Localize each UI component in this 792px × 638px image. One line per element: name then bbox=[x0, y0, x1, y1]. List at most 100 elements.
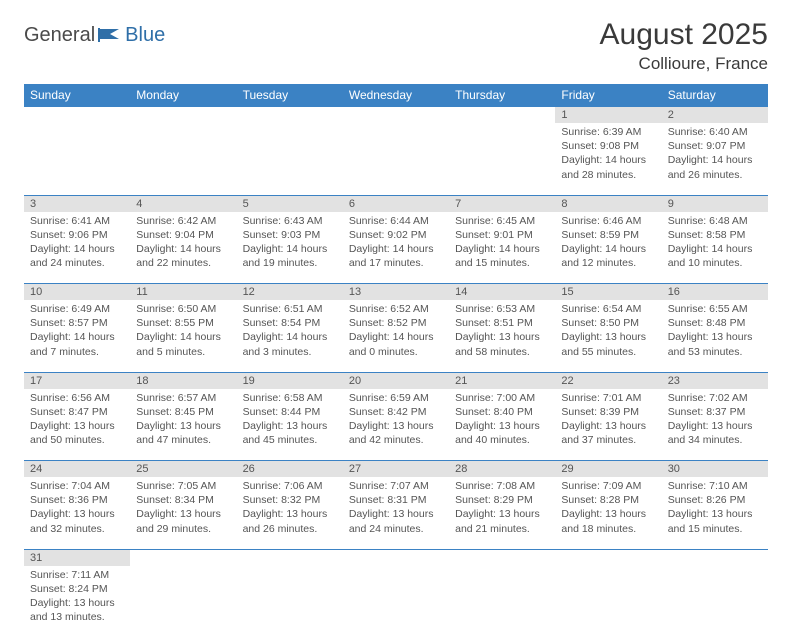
day2-text: and 28 minutes. bbox=[561, 168, 655, 182]
weekday-header-row: Sunday Monday Tuesday Wednesday Thursday… bbox=[24, 84, 768, 107]
day-number: 8 bbox=[561, 198, 567, 210]
sunset-text: Sunset: 8:24 PM bbox=[30, 582, 124, 596]
day-number: 15 bbox=[561, 286, 573, 298]
day-number-cell bbox=[449, 549, 555, 566]
day-number-cell: 16 bbox=[662, 284, 768, 301]
day-content: Sunrise: 6:57 AMSunset: 8:45 PMDaylight:… bbox=[130, 389, 236, 452]
day1-text: Daylight: 13 hours bbox=[243, 419, 337, 433]
day-content: Sunrise: 7:08 AMSunset: 8:29 PMDaylight:… bbox=[449, 477, 555, 540]
title-block: August 2025 Collioure, France bbox=[600, 18, 768, 74]
week-row: Sunrise: 6:41 AMSunset: 9:06 PMDaylight:… bbox=[24, 212, 768, 284]
sunrise-text: Sunrise: 7:07 AM bbox=[349, 479, 443, 493]
day2-text: and 29 minutes. bbox=[136, 522, 230, 536]
weekday-header: Sunday bbox=[24, 84, 130, 107]
sunset-text: Sunset: 8:47 PM bbox=[30, 405, 124, 419]
day2-text: and 21 minutes. bbox=[455, 522, 549, 536]
day-number-cell: 24 bbox=[24, 461, 130, 478]
day-cell bbox=[555, 566, 661, 638]
day-cell: Sunrise: 7:11 AMSunset: 8:24 PMDaylight:… bbox=[24, 566, 130, 638]
sunrise-text: Sunrise: 6:43 AM bbox=[243, 214, 337, 228]
day-cell bbox=[449, 566, 555, 638]
day-number: 24 bbox=[30, 463, 42, 475]
sunrise-text: Sunrise: 6:40 AM bbox=[668, 125, 762, 139]
day-number-cell bbox=[555, 549, 661, 566]
day2-text: and 50 minutes. bbox=[30, 433, 124, 447]
day-cell: Sunrise: 6:48 AMSunset: 8:58 PMDaylight:… bbox=[662, 212, 768, 284]
sunset-text: Sunset: 8:32 PM bbox=[243, 493, 337, 507]
day-number-cell bbox=[449, 107, 555, 124]
day1-text: Daylight: 13 hours bbox=[455, 330, 549, 344]
day-content: Sunrise: 7:00 AMSunset: 8:40 PMDaylight:… bbox=[449, 389, 555, 452]
sunrise-text: Sunrise: 6:58 AM bbox=[243, 391, 337, 405]
day2-text: and 40 minutes. bbox=[455, 433, 549, 447]
day-cell: Sunrise: 6:55 AMSunset: 8:48 PMDaylight:… bbox=[662, 300, 768, 372]
day-number-cell bbox=[130, 107, 236, 124]
day-number-cell bbox=[662, 549, 768, 566]
day-number-cell: 14 bbox=[449, 284, 555, 301]
day-number: 1 bbox=[561, 109, 567, 121]
location: Collioure, France bbox=[600, 54, 768, 74]
sunrise-text: Sunrise: 7:01 AM bbox=[561, 391, 655, 405]
sunrise-text: Sunrise: 7:11 AM bbox=[30, 568, 124, 582]
day2-text: and 24 minutes. bbox=[349, 522, 443, 536]
day2-text: and 5 minutes. bbox=[136, 345, 230, 359]
week-row: Sunrise: 6:56 AMSunset: 8:47 PMDaylight:… bbox=[24, 389, 768, 461]
sunset-text: Sunset: 8:59 PM bbox=[561, 228, 655, 242]
sunset-text: Sunset: 8:31 PM bbox=[349, 493, 443, 507]
day2-text: and 15 minutes. bbox=[668, 522, 762, 536]
day-content: Sunrise: 6:51 AMSunset: 8:54 PMDaylight:… bbox=[237, 300, 343, 363]
day-number-cell: 9 bbox=[662, 195, 768, 212]
day-number-cell: 3 bbox=[24, 195, 130, 212]
day-cell bbox=[237, 123, 343, 195]
day-number-cell: 4 bbox=[130, 195, 236, 212]
day-cell: Sunrise: 7:05 AMSunset: 8:34 PMDaylight:… bbox=[130, 477, 236, 549]
day1-text: Daylight: 14 hours bbox=[30, 330, 124, 344]
day-content: Sunrise: 7:09 AMSunset: 8:28 PMDaylight:… bbox=[555, 477, 661, 540]
day1-text: Daylight: 14 hours bbox=[668, 242, 762, 256]
day-cell: Sunrise: 6:50 AMSunset: 8:55 PMDaylight:… bbox=[130, 300, 236, 372]
day1-text: Daylight: 13 hours bbox=[30, 596, 124, 610]
sunrise-text: Sunrise: 6:51 AM bbox=[243, 302, 337, 316]
day-number-cell: 6 bbox=[343, 195, 449, 212]
day1-text: Daylight: 14 hours bbox=[561, 153, 655, 167]
day-number: 28 bbox=[455, 463, 467, 475]
day2-text: and 12 minutes. bbox=[561, 256, 655, 270]
day-number-cell: 8 bbox=[555, 195, 661, 212]
day-cell: Sunrise: 7:09 AMSunset: 8:28 PMDaylight:… bbox=[555, 477, 661, 549]
day1-text: Daylight: 13 hours bbox=[349, 419, 443, 433]
day1-text: Daylight: 14 hours bbox=[30, 242, 124, 256]
sunset-text: Sunset: 8:29 PM bbox=[455, 493, 549, 507]
day-number: 17 bbox=[30, 375, 42, 387]
day-cell: Sunrise: 6:44 AMSunset: 9:02 PMDaylight:… bbox=[343, 212, 449, 284]
sunset-text: Sunset: 8:55 PM bbox=[136, 316, 230, 330]
sunrise-text: Sunrise: 7:02 AM bbox=[668, 391, 762, 405]
day-cell bbox=[449, 123, 555, 195]
day-cell: Sunrise: 7:01 AMSunset: 8:39 PMDaylight:… bbox=[555, 389, 661, 461]
sunset-text: Sunset: 8:50 PM bbox=[561, 316, 655, 330]
day-number-cell bbox=[130, 549, 236, 566]
day1-text: Daylight: 14 hours bbox=[455, 242, 549, 256]
day1-text: Daylight: 13 hours bbox=[30, 507, 124, 521]
day2-text: and 7 minutes. bbox=[30, 345, 124, 359]
day-number: 4 bbox=[136, 198, 142, 210]
weekday-header: Friday bbox=[555, 84, 661, 107]
day-number-cell: 31 bbox=[24, 549, 130, 566]
day-number-cell: 21 bbox=[449, 372, 555, 389]
sunrise-text: Sunrise: 6:45 AM bbox=[455, 214, 549, 228]
day-content: Sunrise: 6:50 AMSunset: 8:55 PMDaylight:… bbox=[130, 300, 236, 363]
sunrise-text: Sunrise: 6:55 AM bbox=[668, 302, 762, 316]
day-content: Sunrise: 6:44 AMSunset: 9:02 PMDaylight:… bbox=[343, 212, 449, 275]
day1-text: Daylight: 13 hours bbox=[561, 330, 655, 344]
logo: General Blue bbox=[24, 24, 165, 47]
day2-text: and 17 minutes. bbox=[349, 256, 443, 270]
day2-text: and 0 minutes. bbox=[349, 345, 443, 359]
day-content: Sunrise: 6:59 AMSunset: 8:42 PMDaylight:… bbox=[343, 389, 449, 452]
day1-text: Daylight: 14 hours bbox=[243, 330, 337, 344]
weekday-header: Saturday bbox=[662, 84, 768, 107]
day-number-cell bbox=[237, 549, 343, 566]
day-number-cell bbox=[343, 107, 449, 124]
sunrise-text: Sunrise: 6:39 AM bbox=[561, 125, 655, 139]
day-cell: Sunrise: 7:07 AMSunset: 8:31 PMDaylight:… bbox=[343, 477, 449, 549]
sunset-text: Sunset: 8:39 PM bbox=[561, 405, 655, 419]
sunset-text: Sunset: 8:58 PM bbox=[668, 228, 762, 242]
